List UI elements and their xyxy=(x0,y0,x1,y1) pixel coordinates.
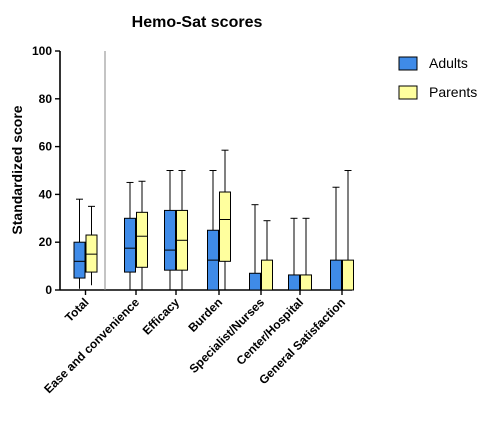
legend-swatch-parents xyxy=(398,85,418,100)
x-tick-label: Ease and convenience xyxy=(41,295,142,396)
parents-box xyxy=(136,211,148,268)
x-tick-label: Efficacy xyxy=(140,295,183,338)
parents-box xyxy=(300,274,312,291)
y-tick-label: 0 xyxy=(45,283,52,297)
y-axis-label: Standardized score xyxy=(9,105,25,234)
parents-box xyxy=(85,234,98,273)
y-tick-label: 80 xyxy=(39,92,53,106)
x-tick-label: Burden xyxy=(186,295,226,335)
parents-box xyxy=(219,191,231,262)
y-tick-label: 20 xyxy=(39,235,53,249)
adults-box xyxy=(164,209,176,271)
adults-box xyxy=(73,241,86,279)
adults-box xyxy=(330,259,342,291)
y-tick-label: 60 xyxy=(39,140,53,154)
adults-box xyxy=(288,274,300,291)
chart-title: Hemo-Sat scores xyxy=(132,14,263,31)
legend-swatch-adults xyxy=(398,56,418,71)
parents-box xyxy=(342,259,354,291)
x-tick-label: Total xyxy=(62,295,92,325)
y-tick-label: 100 xyxy=(32,44,52,58)
adults-box xyxy=(124,217,136,273)
y-tick-label: 40 xyxy=(39,187,53,201)
legend-label-adults: Adults xyxy=(429,55,468,71)
adults-box xyxy=(249,272,261,291)
legend: Adults Parents xyxy=(398,55,477,100)
parents-box xyxy=(261,259,273,291)
legend-label-parents: Parents xyxy=(429,84,477,100)
